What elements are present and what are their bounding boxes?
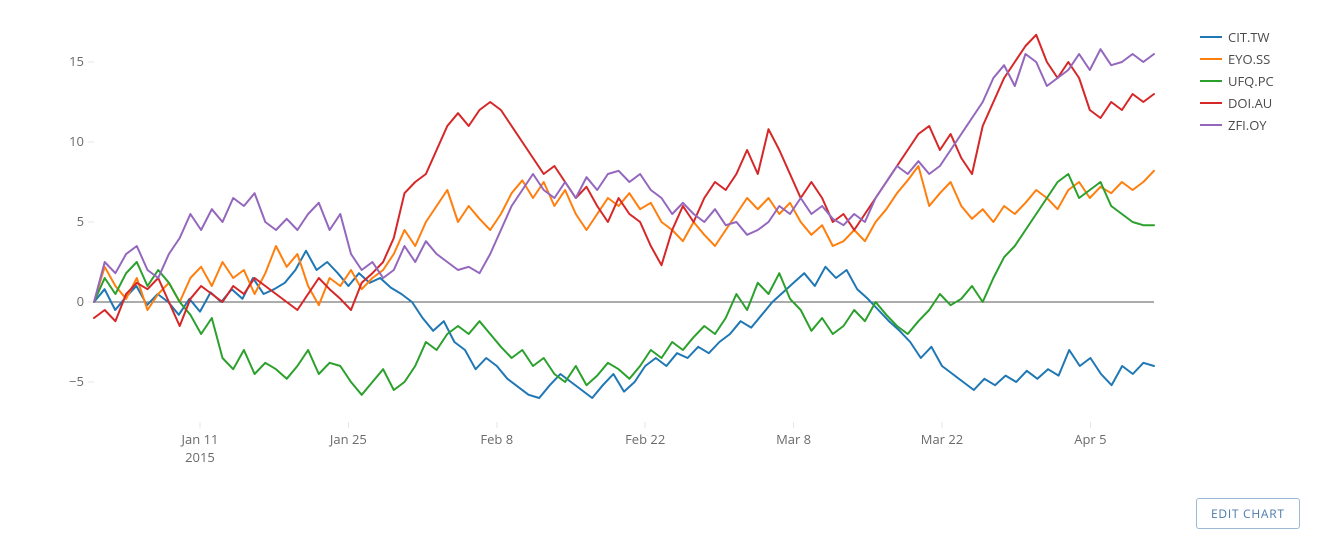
y-axis-tick-label: 10 xyxy=(69,132,84,150)
x-axis-tick-label: Apr 5 xyxy=(1074,430,1106,448)
legend-swatch xyxy=(1200,36,1222,38)
edit-chart-button[interactable]: EDIT CHART xyxy=(1196,498,1300,529)
y-axis-tick-label: −5 xyxy=(69,372,84,390)
series-line xyxy=(94,166,1154,310)
series-line xyxy=(94,35,1154,326)
x-axis-tick-label: Feb 8 xyxy=(480,430,513,448)
legend-label: CIT.TW xyxy=(1228,28,1270,46)
legend-swatch xyxy=(1200,58,1222,60)
legend-item[interactable]: EYO.SS xyxy=(1200,48,1274,70)
chart-legend: CIT.TW EYO.SS UFQ.PC DOI.AU ZFI.OY xyxy=(1200,26,1274,136)
x-axis-tick-label: Mar 22 xyxy=(921,430,963,448)
legend-label: DOI.AU xyxy=(1228,94,1272,112)
edit-chart-button-label: EDIT CHART xyxy=(1211,505,1285,522)
legend-swatch xyxy=(1200,102,1222,104)
line-chart: −5 0 5 10 15 Jan 112015 Jan 25 Feb 8 Feb 22 Mar 8… xyxy=(0,0,1344,555)
x-axis-tick-label: Jan 11 xyxy=(180,430,219,448)
y-axis-tick-label: 5 xyxy=(77,212,84,230)
legend-label: UFQ.PC xyxy=(1228,72,1274,90)
legend-swatch xyxy=(1200,124,1222,126)
x-axis-sub-label: 2015 xyxy=(185,448,215,466)
y-axis-tick-label: 0 xyxy=(77,292,84,310)
legend-item[interactable]: DOI.AU xyxy=(1200,92,1274,114)
legend-item[interactable]: CIT.TW xyxy=(1200,26,1274,48)
x-axis-tick-label: Jan 25 xyxy=(328,430,367,448)
legend-item[interactable]: UFQ.PC xyxy=(1200,70,1274,92)
series-line xyxy=(94,49,1154,302)
legend-item[interactable]: ZFI.OY xyxy=(1200,114,1274,136)
legend-label: ZFI.OY xyxy=(1228,116,1267,134)
legend-swatch xyxy=(1200,80,1222,82)
y-axis-tick-label: 15 xyxy=(69,52,84,70)
legend-label: EYO.SS xyxy=(1228,50,1270,68)
x-axis-tick-label: Feb 22 xyxy=(625,430,665,448)
x-axis-tick-label: Mar 8 xyxy=(776,430,811,448)
